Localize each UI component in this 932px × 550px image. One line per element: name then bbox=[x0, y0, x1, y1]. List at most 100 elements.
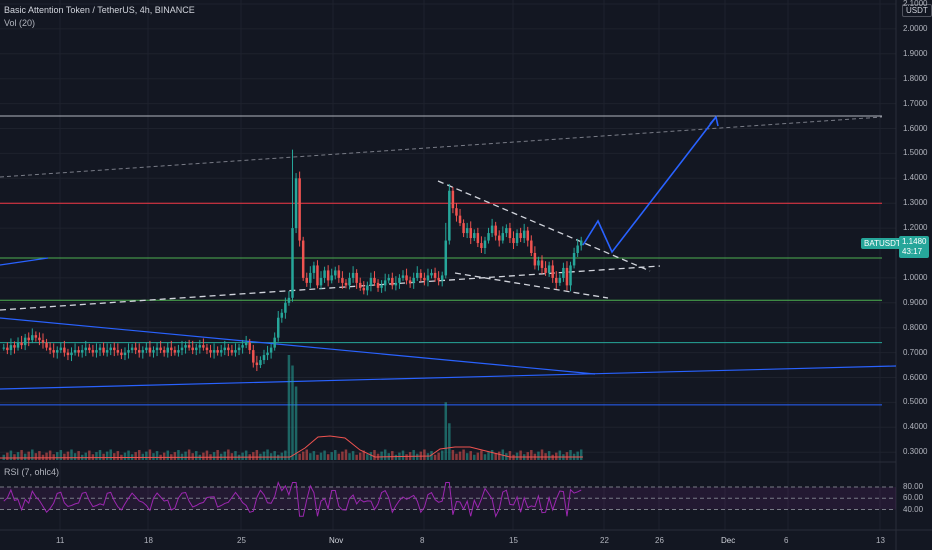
candle-body bbox=[41, 340, 45, 343]
candle-body bbox=[551, 265, 554, 278]
candle-body bbox=[412, 277, 415, 283]
volume-bar bbox=[391, 451, 394, 460]
volume-bar bbox=[148, 449, 152, 460]
candle-body bbox=[515, 233, 519, 244]
volume-bar bbox=[405, 454, 408, 460]
volume-bar bbox=[287, 355, 291, 460]
volume-bar bbox=[323, 450, 326, 460]
volume-bar bbox=[241, 452, 244, 460]
candle-body bbox=[280, 312, 284, 318]
volume-bar bbox=[284, 450, 287, 460]
candle-body bbox=[355, 272, 358, 283]
volume-bar bbox=[455, 453, 458, 460]
volume-bar bbox=[337, 453, 341, 460]
blue-trend-line bbox=[0, 317, 596, 375]
candle-body bbox=[216, 350, 219, 353]
x-tick-label: 6 bbox=[784, 536, 789, 545]
candle-body bbox=[159, 347, 162, 351]
volume-bar bbox=[66, 451, 70, 460]
candle-body bbox=[212, 350, 216, 353]
candle-body bbox=[105, 350, 109, 353]
candle-body bbox=[369, 277, 373, 286]
candle-body bbox=[16, 342, 20, 348]
candle-body bbox=[273, 337, 276, 348]
last-price-label: 1.1480 43:17 bbox=[899, 236, 930, 258]
volume-bar bbox=[95, 452, 98, 460]
volume-bar bbox=[433, 454, 437, 460]
candle-body bbox=[137, 350, 141, 353]
candle-body bbox=[430, 272, 433, 276]
y-tick-label: 0.4000 bbox=[903, 422, 928, 432]
volume-bar bbox=[116, 451, 120, 460]
candle-body bbox=[376, 282, 380, 288]
candle-body bbox=[476, 233, 480, 244]
volume-bar bbox=[98, 450, 102, 460]
candle-body bbox=[113, 347, 116, 351]
x-tick-label: 22 bbox=[600, 536, 609, 545]
volume-bar bbox=[184, 451, 187, 460]
candle-body bbox=[312, 265, 316, 273]
volume-bar bbox=[205, 450, 209, 460]
candle-body bbox=[391, 277, 394, 286]
volume-bar bbox=[212, 452, 216, 460]
candle-body bbox=[337, 270, 341, 278]
volume-bar bbox=[273, 451, 276, 460]
volume-bar bbox=[23, 453, 27, 460]
volume-bar bbox=[109, 449, 112, 460]
volume-bar bbox=[195, 451, 198, 460]
volume-bar bbox=[230, 453, 234, 460]
candle-body bbox=[73, 350, 77, 353]
candle-body bbox=[483, 240, 487, 249]
volume-bar bbox=[565, 452, 569, 460]
volume-bar bbox=[437, 452, 440, 460]
volume-bar bbox=[216, 450, 219, 460]
volume-bar bbox=[540, 449, 544, 460]
volume-bar bbox=[312, 451, 316, 460]
currency-badge[interactable]: USDT bbox=[902, 4, 932, 17]
candle-body bbox=[334, 270, 337, 276]
candle-body bbox=[152, 350, 155, 353]
volume-bar bbox=[519, 450, 522, 460]
candle-body bbox=[223, 347, 227, 351]
y-tick-label: 1.3000 bbox=[903, 198, 928, 208]
x-tick-label: 11 bbox=[56, 536, 65, 545]
candle-body bbox=[519, 233, 522, 239]
volume-bar bbox=[59, 450, 63, 460]
candle-body bbox=[419, 272, 423, 278]
candle-body bbox=[505, 228, 508, 234]
volume-bar bbox=[462, 449, 465, 460]
volume-bar bbox=[490, 450, 494, 460]
candle-body bbox=[48, 347, 52, 351]
volume-bar bbox=[180, 453, 184, 460]
volume-bar bbox=[166, 450, 169, 460]
volume-bar bbox=[401, 450, 405, 460]
volume-bar bbox=[487, 452, 490, 460]
volume-bar bbox=[227, 449, 230, 460]
candle-body bbox=[408, 280, 412, 283]
candle-body bbox=[558, 277, 562, 283]
volume-bar bbox=[20, 450, 23, 460]
last-price-value: 1.1480 bbox=[902, 237, 927, 246]
candle-body bbox=[134, 347, 137, 351]
candle-body bbox=[34, 335, 38, 338]
y-tick-label: 1.8000 bbox=[903, 73, 928, 83]
candle-body bbox=[148, 347, 152, 353]
volume-bar bbox=[576, 451, 579, 460]
y-tick-label: 0.3000 bbox=[903, 447, 928, 457]
volume-bar bbox=[351, 451, 355, 460]
dashed-wedge-bottom bbox=[454, 272, 609, 299]
candle-body bbox=[487, 233, 490, 241]
candle-body bbox=[569, 265, 572, 286]
volume-bar bbox=[473, 454, 476, 460]
candle-body bbox=[227, 347, 230, 351]
candle-body bbox=[358, 282, 362, 288]
volume-bar bbox=[38, 451, 41, 460]
volume-bar bbox=[440, 450, 444, 460]
candle-body bbox=[109, 347, 112, 351]
blue-trend-line bbox=[0, 365, 897, 390]
candle-body bbox=[522, 230, 526, 239]
candle-body bbox=[195, 347, 198, 351]
volume-ma-line bbox=[0, 435, 583, 459]
volume-bar bbox=[298, 453, 301, 460]
